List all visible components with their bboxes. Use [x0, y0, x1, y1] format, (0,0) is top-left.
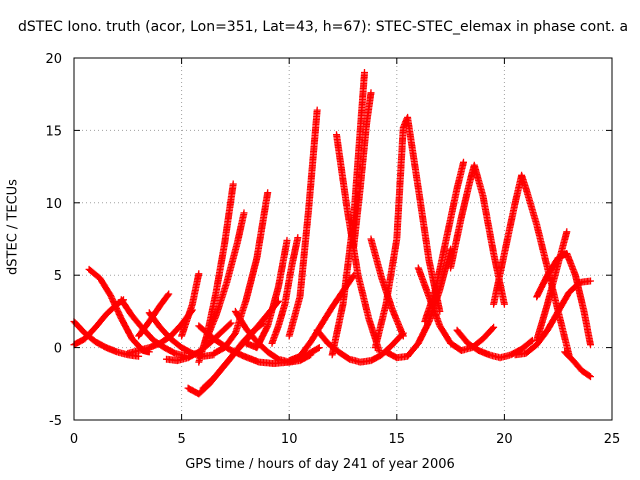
series-markers — [285, 106, 321, 340]
series-27 — [414, 264, 498, 354]
x-tick-label: 5 — [177, 432, 185, 447]
series-markers — [242, 236, 291, 352]
series-markers — [313, 326, 407, 366]
series-10 — [201, 209, 248, 346]
series-8 — [178, 270, 203, 340]
series-markers — [533, 250, 594, 349]
series-17 — [268, 234, 302, 347]
series-11 — [210, 189, 272, 357]
y-tick-label: 10 — [45, 197, 62, 212]
y-tick-label: 0 — [54, 342, 62, 357]
series-22 — [333, 131, 384, 356]
plot-frame — [73, 57, 613, 421]
y-tick-label: 5 — [54, 269, 62, 284]
ticks: 0 5 10 15 20 25 -5 0 5 10 15 20 — [45, 52, 620, 447]
series-markers — [414, 264, 498, 354]
series-23 — [350, 89, 375, 250]
series-18 — [285, 106, 321, 340]
series-markers — [371, 113, 444, 352]
data-points — [70, 69, 594, 398]
y-tick-label: 15 — [45, 124, 62, 139]
series-20 — [313, 326, 407, 366]
y-tick-label: 20 — [45, 52, 62, 67]
x-tick-label: 10 — [281, 432, 298, 447]
series-28 — [421, 158, 467, 325]
series-markers — [268, 234, 302, 347]
series-markers — [511, 277, 594, 359]
series-markers — [178, 270, 203, 340]
x-tick-label: 15 — [389, 432, 406, 447]
series-markers — [561, 348, 594, 381]
y-axis-label-wrap: dSTEC / TECUs — [3, 132, 23, 322]
series-markers — [421, 158, 467, 325]
y-tick-label: -5 — [49, 414, 62, 429]
series-35 — [511, 277, 594, 359]
series-markers — [350, 89, 375, 250]
y-axis-label: dSTEC / TECUs — [5, 179, 21, 275]
series-markers — [201, 209, 248, 346]
x-axis-label: GPS time / hours of day 241 of year 2006 — [185, 457, 455, 472]
x-tick-label: 20 — [496, 432, 513, 447]
grid — [74, 58, 612, 420]
series-markers — [333, 131, 384, 356]
series-25 — [371, 113, 444, 352]
chart-title: dSTEC Iono. truth (acor, Lon=351, Lat=43… — [18, 19, 629, 35]
series-33 — [533, 250, 594, 349]
series-markers — [210, 189, 272, 357]
series-16 — [242, 236, 291, 352]
series-34 — [561, 348, 594, 381]
series-30 — [453, 326, 536, 362]
series-markers — [453, 326, 536, 362]
x-tick-label: 25 — [604, 432, 621, 447]
x-tick-label: 0 — [70, 432, 78, 447]
